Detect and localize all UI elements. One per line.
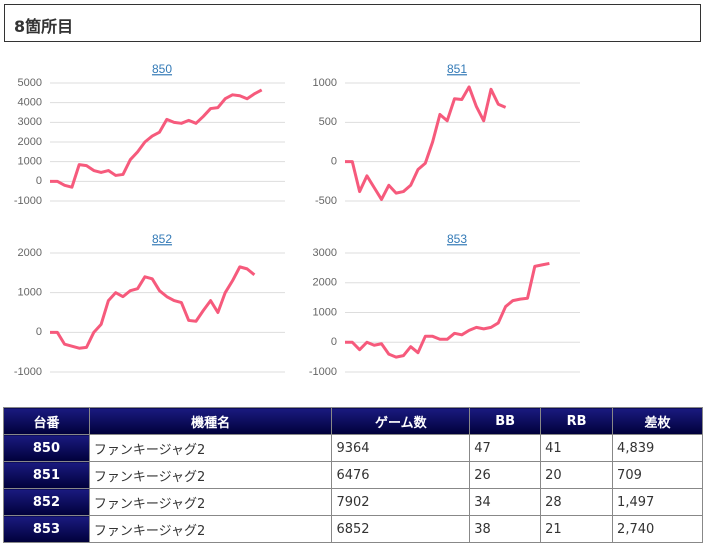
cell: 7902 xyxy=(331,488,471,516)
cell: ファンキージャグ2 xyxy=(88,515,333,543)
y-tick-label: 5000 xyxy=(18,77,42,89)
y-tick-label: 2000 xyxy=(313,277,337,289)
cell: 34 xyxy=(469,488,542,516)
y-tick-label: 3000 xyxy=(313,247,337,259)
y-tick-label: 2000 xyxy=(18,136,42,148)
machine-number: 850 xyxy=(3,434,90,462)
machine-number: 853 xyxy=(3,515,90,543)
y-tick-label: 500 xyxy=(319,116,337,128)
cell: 709 xyxy=(612,461,703,489)
y-tick-label: 4000 xyxy=(18,97,42,109)
header-cell: BB xyxy=(469,407,542,435)
line xyxy=(50,265,256,350)
cell: ファンキージャグ2 xyxy=(88,461,333,489)
cell: 47 xyxy=(469,434,542,462)
machine-number: 851 xyxy=(3,461,90,489)
cell: 28 xyxy=(540,488,614,516)
cell: 21 xyxy=(540,515,614,543)
cell: 2,740 xyxy=(612,515,703,543)
cell: 20 xyxy=(540,461,614,489)
y-tick-label: -1000 xyxy=(14,195,42,207)
y-tick-label: 3000 xyxy=(18,116,42,128)
table-row: 850 ファンキージャグ2 9364 47 41 4,839 xyxy=(3,434,703,462)
cell: 1,497 xyxy=(612,488,703,516)
line xyxy=(50,88,263,189)
cell: 26 xyxy=(469,461,542,489)
y-tick-label: 0 xyxy=(331,336,337,348)
y-tick-label: -500 xyxy=(315,195,337,207)
y-tick-label: 2000 xyxy=(18,247,42,259)
y-tick-label: -1000 xyxy=(14,366,42,378)
header: 8箇所目 xyxy=(4,4,701,42)
data-table: 台番 機種名 ゲーム数 BB RB 差枚 850 ファンキージャグ2 9364 47 41 4,83… xyxy=(3,407,703,543)
charts: 850-1000010002000300040005000851-5000500… xyxy=(14,62,580,378)
y-tick-label: -1000 xyxy=(309,366,337,378)
chart-title: 853 xyxy=(447,232,467,246)
table-row: 853 ファンキージャグ2 6852 38 21 2,740 xyxy=(3,515,703,543)
header-cell: RB xyxy=(540,407,614,435)
header-cell: 差枚 xyxy=(612,407,703,435)
cell: 38 xyxy=(469,515,542,543)
y-tick-label: 1000 xyxy=(18,287,42,299)
table-header: 台番 機種名 ゲーム数 BB RB 差枚 xyxy=(3,407,703,435)
y-tick-label: 1000 xyxy=(313,306,337,318)
chart-title: 851 xyxy=(447,62,467,76)
line xyxy=(345,261,550,359)
cell: 6476 xyxy=(331,461,471,489)
cell: 6852 xyxy=(331,515,471,543)
y-tick-label: 1000 xyxy=(313,77,337,89)
y-tick-label: 0 xyxy=(36,175,42,187)
cell: ファンキージャグ2 xyxy=(88,488,333,516)
table-row: 851 ファンキージャグ2 6476 26 20 709 xyxy=(3,461,703,489)
chart-title: 852 xyxy=(152,232,172,246)
header-cell: ゲーム数 xyxy=(331,407,471,435)
header-cell: 機種名 xyxy=(88,407,333,435)
chart-title: 850 xyxy=(152,62,172,76)
y-tick-label: 1000 xyxy=(18,156,42,168)
machine-number: 852 xyxy=(3,488,90,516)
y-tick-label: 0 xyxy=(331,156,337,168)
table-row: 852 ファンキージャグ2 7902 34 28 1,497 xyxy=(3,488,703,516)
line xyxy=(345,85,507,201)
header-title: 8箇所目 xyxy=(14,17,74,36)
cell: 9364 xyxy=(331,434,471,462)
header-cell: 台番 xyxy=(3,407,90,435)
cell: 41 xyxy=(540,434,614,462)
cell: ファンキージャグ2 xyxy=(88,434,333,462)
cell: 4,839 xyxy=(612,434,703,462)
y-tick-label: 0 xyxy=(36,326,42,338)
